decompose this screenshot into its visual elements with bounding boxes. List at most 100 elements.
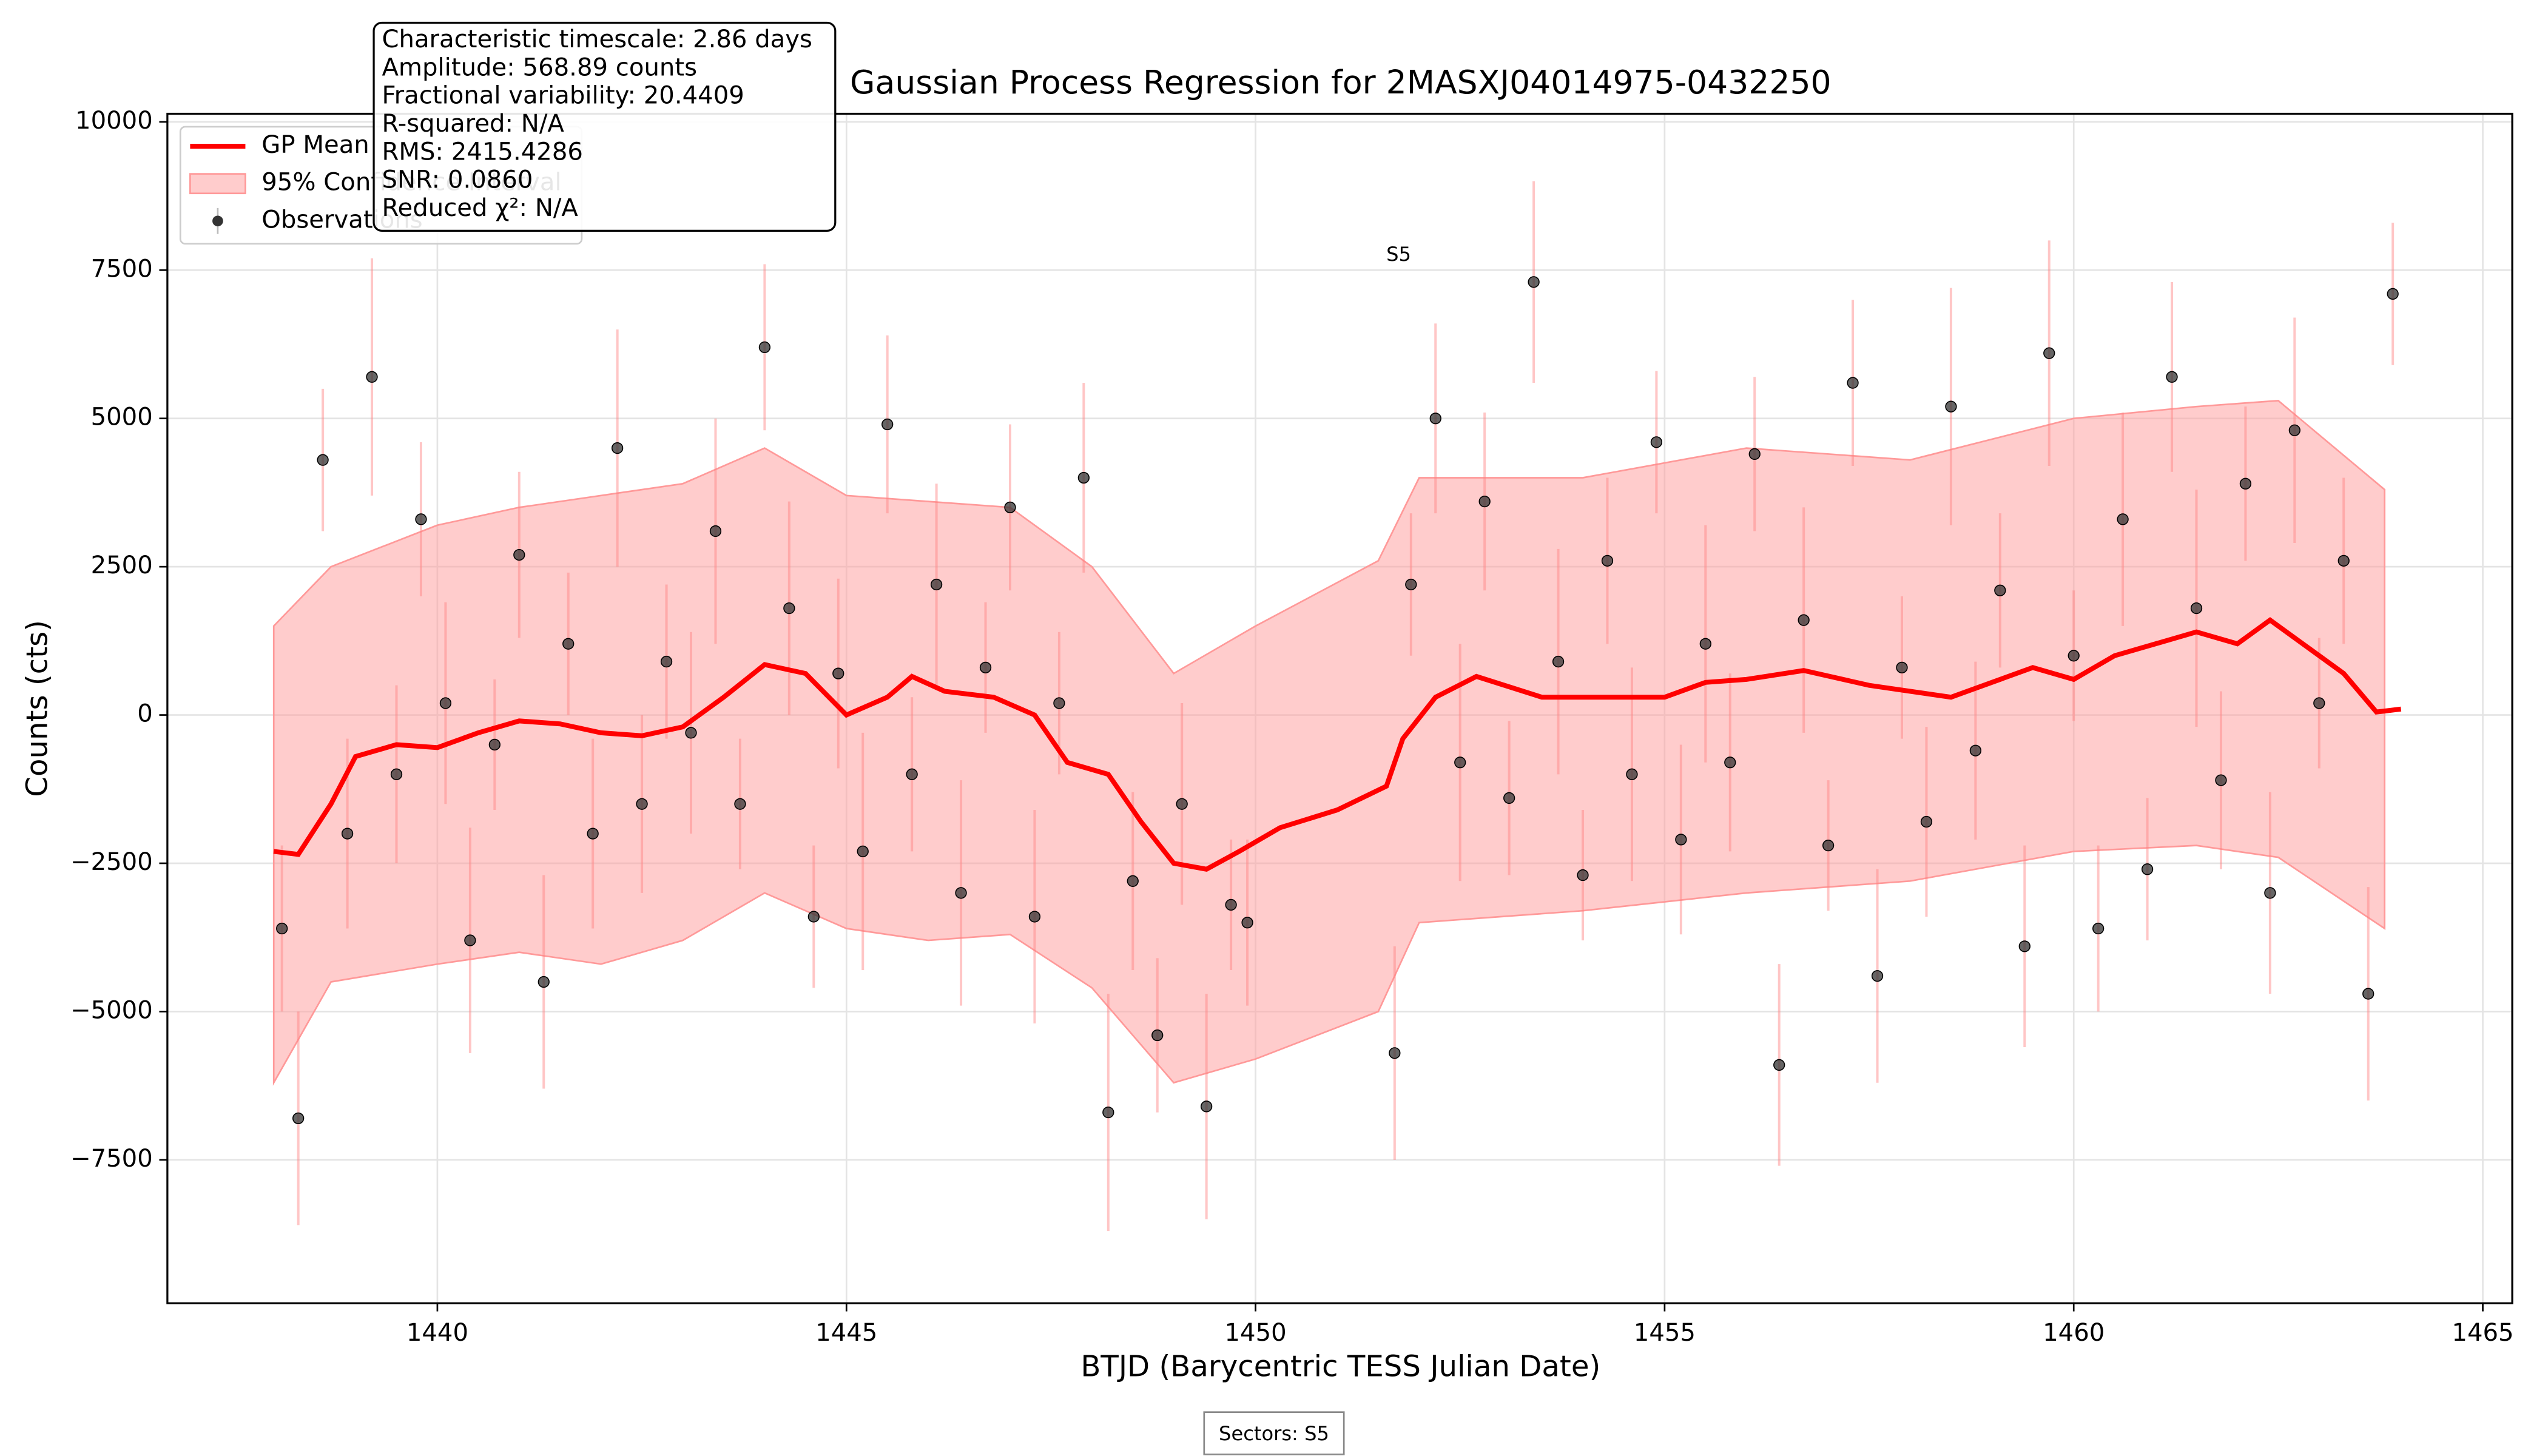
observation-point <box>1724 757 1736 769</box>
observation-point <box>1053 697 1065 709</box>
observation-point <box>1650 436 1663 448</box>
observation-point <box>709 525 722 538</box>
observation-point <box>2288 424 2300 436</box>
observation-point <box>366 371 378 383</box>
observation-point <box>636 798 648 810</box>
stats-line: RMS: 2415.4286 <box>382 138 583 166</box>
x-tick-label: 1455 <box>1634 1319 1696 1347</box>
observation-point <box>1994 584 2006 596</box>
stats-line: Characteristic timescale: 2.86 days <box>382 25 812 53</box>
x-tick-label: 1445 <box>815 1319 877 1347</box>
observation-point <box>660 655 673 668</box>
observation-point <box>1945 400 1957 413</box>
observation-point <box>2018 940 2031 952</box>
observation-point <box>2215 774 2227 786</box>
observation-point <box>1077 471 1090 484</box>
observation-point <box>1102 1106 1114 1119</box>
observation-point <box>1004 501 1016 514</box>
observation-point <box>1151 1029 1164 1042</box>
annotation: S5 <box>1386 243 1411 266</box>
observation-point <box>2068 650 2080 662</box>
observation-point <box>415 513 427 525</box>
observation-point <box>1176 798 1188 810</box>
observation-point <box>1241 917 1253 929</box>
observation-point <box>587 827 599 840</box>
observation-point <box>1601 554 1614 567</box>
observation-point <box>1822 840 1835 852</box>
footer: Sectors: S5 <box>1219 1422 1329 1445</box>
observation-point <box>1405 578 1417 591</box>
observation-point <box>562 638 575 650</box>
observation-point <box>1454 757 1466 769</box>
observation-point <box>292 1112 305 1125</box>
observation-point <box>2117 513 2129 525</box>
observation-point <box>1969 744 1982 757</box>
x-tick-label: 1465 <box>2452 1319 2513 1347</box>
observation-point <box>2092 922 2105 935</box>
observation-point <box>513 548 525 561</box>
observation-point <box>955 887 967 899</box>
chart-title: Gaussian Process Regression for 2MASXJ04… <box>850 63 1832 101</box>
observation-point <box>857 845 869 858</box>
stats-line: SNR: 0.0860 <box>382 166 533 194</box>
y-tick-label: −2500 <box>70 848 153 876</box>
observation-point <box>317 454 329 466</box>
x-tick-label: 1460 <box>2043 1319 2105 1347</box>
observation-point <box>1577 869 1589 881</box>
observation-point <box>1429 413 1441 425</box>
observation-point <box>488 738 500 751</box>
stats-line: Fractional variability: 20.4409 <box>382 82 744 110</box>
y-tick-label: 7500 <box>91 255 153 283</box>
observation-point <box>464 934 476 946</box>
observation-point <box>2362 988 2374 1000</box>
observation-point <box>1798 614 1810 626</box>
observation-point <box>807 911 820 923</box>
observation-point <box>1871 970 1884 982</box>
observation-point <box>832 667 844 679</box>
observation-point <box>1528 276 1540 288</box>
observation-point <box>1127 875 1139 887</box>
observation-point <box>2313 697 2325 709</box>
observation-point <box>439 697 452 709</box>
legend-swatch <box>212 215 223 227</box>
observation-point <box>1389 1047 1401 1059</box>
observation-point <box>611 442 624 454</box>
y-axis-label: Counts (cts) <box>20 620 54 797</box>
gp-mean-line <box>273 617 2402 872</box>
observation-point <box>2166 371 2178 383</box>
observation-point <box>1552 655 1565 668</box>
observation-point <box>1478 495 1491 508</box>
confidence-band <box>272 400 2386 1086</box>
legend-label: GP Mean <box>261 131 369 159</box>
observation-point <box>906 768 918 780</box>
observation-point <box>1201 1100 1213 1113</box>
legend-swatch <box>189 173 246 195</box>
stats-line: Reduced χ²: N/A <box>382 194 578 222</box>
plot-frame <box>166 112 2513 1304</box>
observation-point <box>734 798 746 810</box>
observation-point <box>2337 554 2350 567</box>
observation-point <box>2264 887 2276 899</box>
stats-box <box>372 21 837 232</box>
observation-point <box>1920 815 1933 828</box>
observation-point <box>1626 768 1638 780</box>
observation-point <box>1225 898 1237 911</box>
observation-point <box>1896 661 1908 673</box>
y-tick-label: 5000 <box>91 403 153 431</box>
observation-point <box>979 661 992 673</box>
stats-line: Amplitude: 568.89 counts <box>382 53 697 81</box>
observation-point <box>276 922 288 935</box>
y-tick-label: 2500 <box>91 551 153 579</box>
observation-point <box>1748 448 1761 460</box>
y-tick-label: −7500 <box>70 1145 153 1173</box>
observation-point <box>390 768 403 780</box>
stats-line: R-squared: N/A <box>382 110 564 138</box>
x-tick-label: 1450 <box>1224 1319 1286 1347</box>
observation-point <box>881 418 894 431</box>
footer-box <box>1203 1411 1345 1455</box>
observation-point <box>1675 834 1687 846</box>
observation-point <box>2387 288 2399 300</box>
observation-point <box>2141 863 2154 875</box>
